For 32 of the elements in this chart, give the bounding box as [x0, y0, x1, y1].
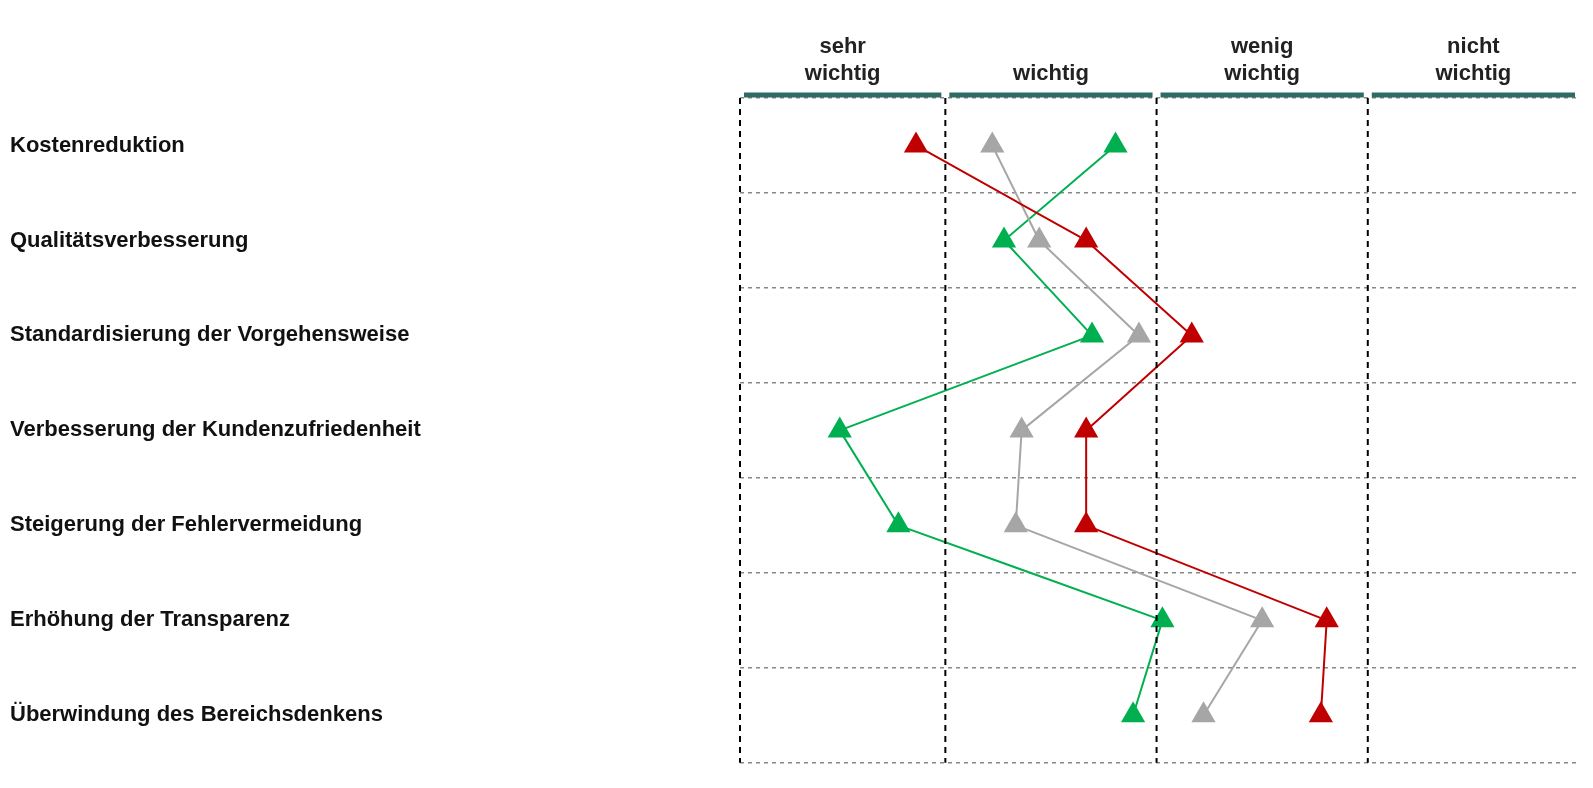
point: [1127, 322, 1151, 343]
point: [828, 417, 852, 438]
point: [1192, 702, 1215, 723]
point: [992, 227, 1016, 248]
y-tick-label: Standardisierung der Vorgehensweise: [10, 321, 410, 347]
y-tick-label: Kostenreduktion: [10, 131, 185, 157]
point: [1027, 227, 1051, 248]
text: wenig wichtig: [1223, 33, 1301, 85]
y-tick-label: Verbesserung der Kundenzufriedenheit: [10, 416, 422, 442]
point: [1250, 607, 1274, 628]
point: [1121, 702, 1145, 723]
y-tick-label: Steigerung der Fehlervermeidung: [10, 511, 363, 537]
point: [1010, 417, 1034, 438]
y-tick-label: Erhöhung der Transparenz: [10, 606, 290, 632]
point: [1309, 702, 1333, 723]
point: [904, 132, 928, 153]
point: [1074, 512, 1098, 533]
point: [980, 132, 1004, 153]
text: wichtig: [1012, 60, 1089, 85]
point: [1315, 607, 1339, 628]
point: [1180, 322, 1204, 343]
y-tick-label: Überwindung des Bereichsdenkens: [10, 701, 383, 727]
point: [1004, 512, 1028, 533]
text: nicht wichtig: [1434, 33, 1512, 85]
point: [1151, 607, 1174, 628]
point: [1074, 227, 1098, 248]
text: sehr wichtig: [803, 33, 881, 85]
y-tick-label: Qualitätsverbesserung: [10, 226, 249, 252]
point: [1080, 322, 1104, 343]
point: [1074, 417, 1098, 438]
point: [1104, 132, 1127, 153]
point: [887, 512, 910, 533]
